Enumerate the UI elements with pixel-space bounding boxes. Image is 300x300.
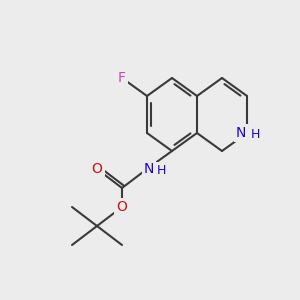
Text: H: H: [250, 128, 260, 142]
Text: F: F: [118, 71, 126, 85]
Text: O: O: [117, 200, 128, 214]
Text: O: O: [92, 162, 102, 176]
Text: N: N: [236, 126, 246, 140]
Text: H: H: [156, 164, 166, 178]
Text: N: N: [144, 162, 154, 176]
